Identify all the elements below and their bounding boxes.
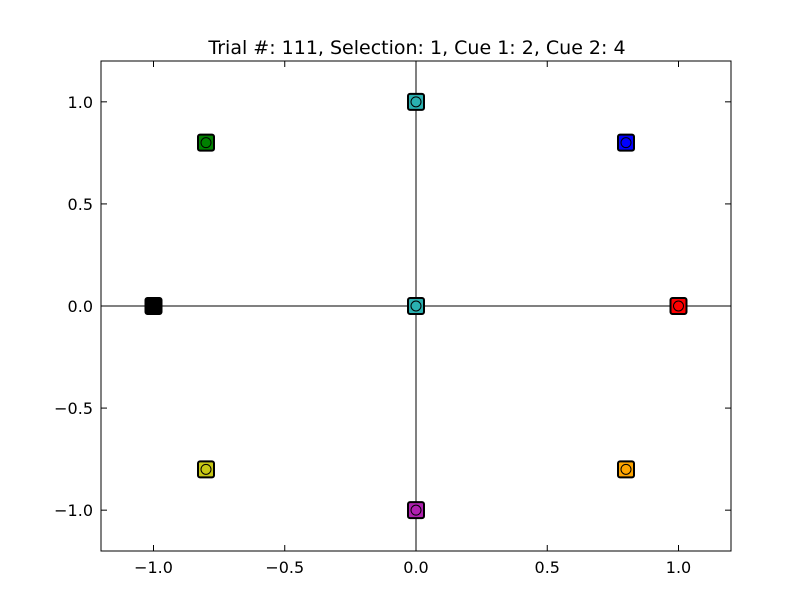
- data-point: [669, 297, 688, 315]
- circle-marker: [673, 300, 684, 312]
- circle-marker: [620, 463, 632, 475]
- x-tick-label: 0.5: [535, 558, 560, 577]
- y-tick-label: −0.5: [54, 399, 93, 418]
- data-point: [197, 460, 215, 479]
- circle-marker: [410, 300, 422, 312]
- plot-border: [100, 60, 732, 552]
- data-point: [144, 297, 163, 315]
- x-tick-label: 1.0: [666, 558, 691, 577]
- data-point: [407, 501, 425, 520]
- circle-marker: [410, 504, 422, 516]
- data-point: [617, 460, 635, 479]
- x-tick-label: −1.0: [134, 558, 173, 577]
- y-tick-label: −1.0: [54, 501, 93, 520]
- x-tick-label: −0.5: [265, 558, 304, 577]
- y-tick-label: 1.0: [68, 93, 93, 112]
- circle-marker: [148, 300, 159, 312]
- data-point: [197, 133, 215, 152]
- data-point: [407, 92, 425, 111]
- y-tick-label: 0.0: [68, 297, 93, 316]
- data-point: [617, 133, 635, 152]
- circle-marker: [410, 96, 422, 108]
- circle-marker: [200, 137, 212, 149]
- data-point: [407, 297, 425, 315]
- circle-marker: [620, 137, 632, 149]
- x-tick-label: 0.0: [403, 558, 428, 577]
- y-tick-label: 0.5: [68, 195, 93, 214]
- circle-marker: [200, 463, 212, 475]
- chart-title: Trial #: 111, Selection: 1, Cue 1: 2, Cu…: [207, 37, 625, 59]
